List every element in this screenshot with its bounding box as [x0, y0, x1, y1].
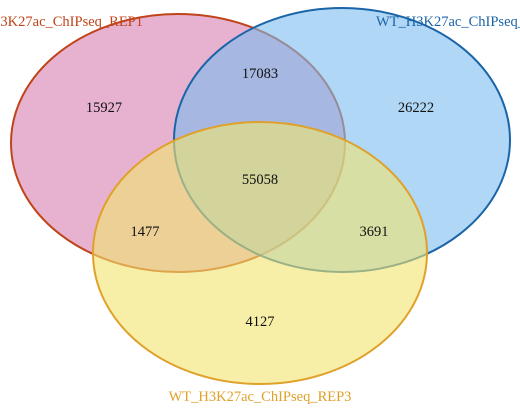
set-rep3-ellipse — [92, 121, 428, 385]
count-rep2-only: 26222 — [398, 100, 434, 116]
count-rep1-only: 15927 — [86, 100, 122, 116]
set-rep2-label: WT_H3K27ac_ChIPseq_REP2 — [376, 14, 520, 30]
set-rep1-label: WT_H3K27ac_ChIPseq_REP1 — [0, 14, 143, 30]
count-rep1-rep3: 1477 — [131, 224, 160, 240]
count-rep2-rep3: 3691 — [360, 224, 389, 240]
count-rep1-rep2: 17083 — [242, 66, 278, 82]
set-rep3-label: WT_H3K27ac_ChIPseq_REP3 — [169, 389, 352, 405]
count-all-three: 55058 — [242, 172, 278, 188]
count-rep3-only: 4127 — [246, 314, 275, 330]
